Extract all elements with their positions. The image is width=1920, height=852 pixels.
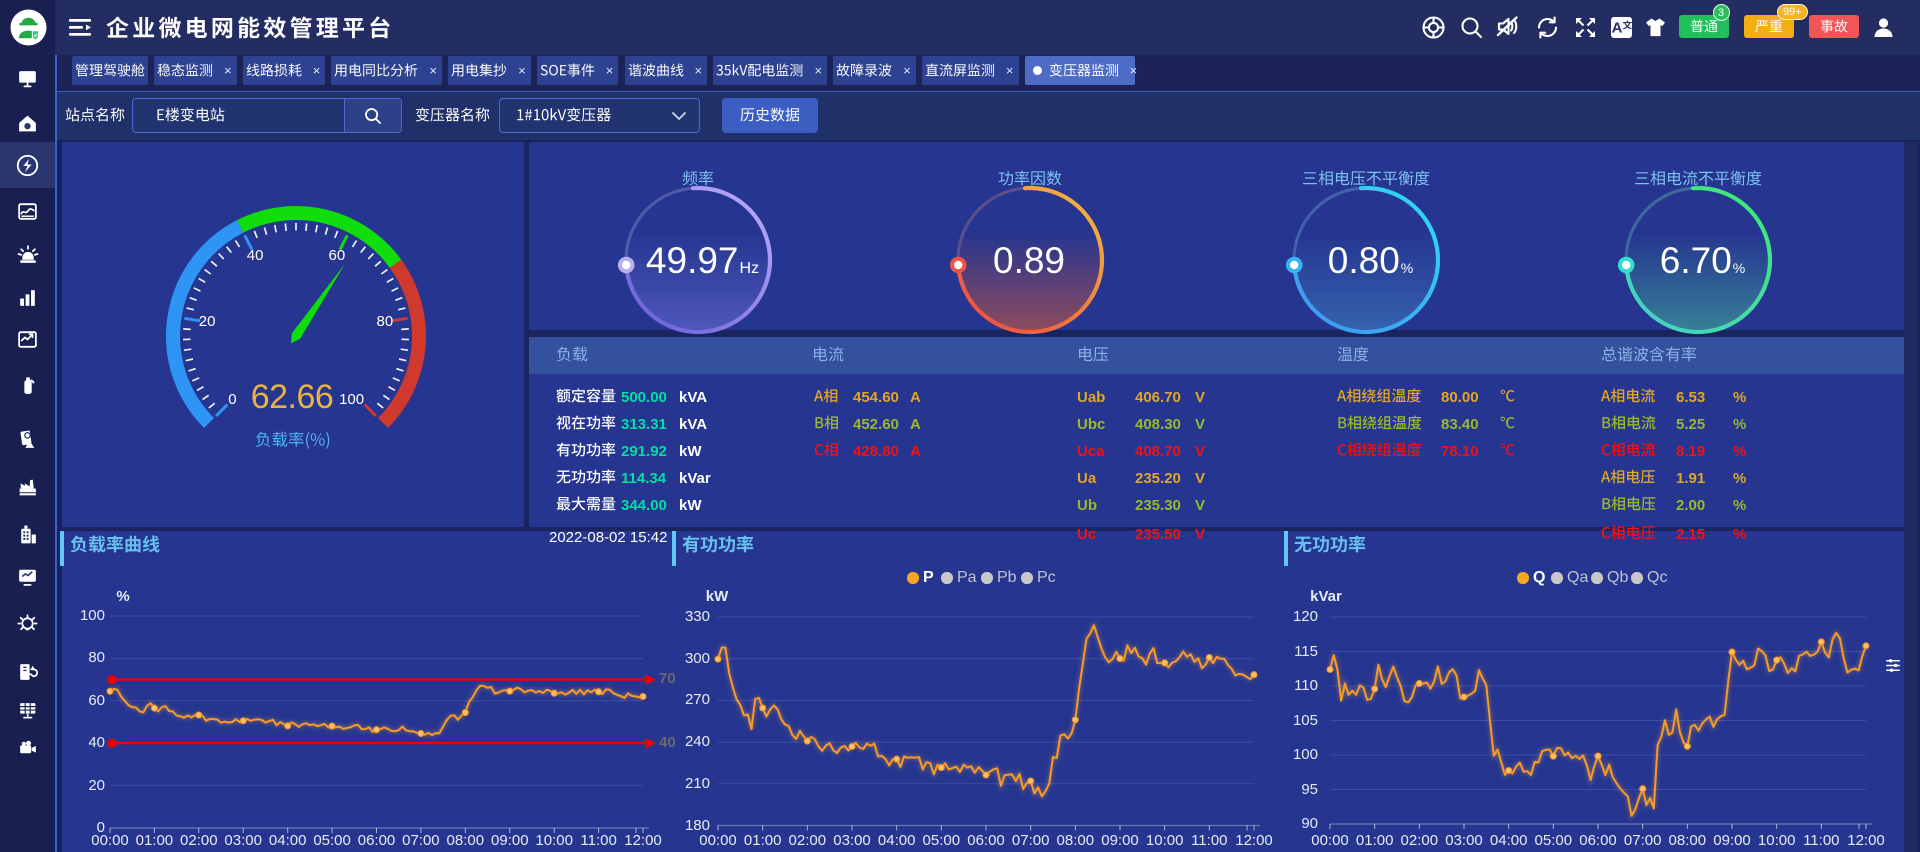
svg-text:A: A: [1612, 20, 1623, 37]
